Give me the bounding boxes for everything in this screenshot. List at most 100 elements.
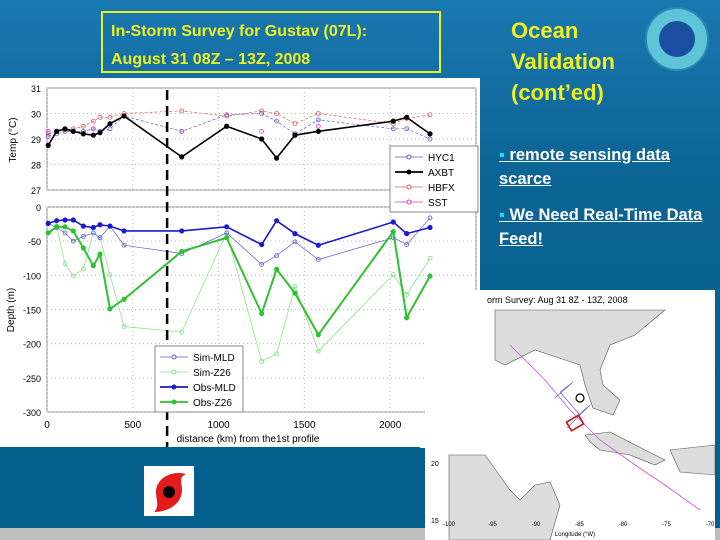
data-point-obs-mld [90,224,96,231]
data-point-axbt [80,131,86,137]
x-tick-label: 0 [44,420,50,431]
data-point-sim-mld [121,242,127,248]
data-point-sim-mld [427,215,433,221]
bullet-text: We Need Real-Time Data Feed! [499,206,703,248]
data-point-obs-mld [70,217,76,223]
section-title-line: (cont’ed) [511,80,604,105]
data-point-axbt [224,123,230,129]
legend-marker [171,354,177,360]
data-point-axbt [97,130,103,136]
data-point-axbt [179,154,185,160]
temp-axis-label: Temp (°C) [8,117,19,162]
legend-marker [171,384,177,390]
data-point-obs-z26 [121,296,127,302]
data-point-axbt [70,128,76,134]
data-point-hbfx [315,111,321,116]
data-point-sim-z26 [292,283,298,289]
map-x-tick: -70 [706,522,715,528]
data-point-hyc1 [427,136,433,142]
y-tick-label: 28 [31,161,41,171]
legend-label: HYC1 [428,153,455,164]
legend-label: Obs-Z26 [193,398,232,409]
series-line-sim-z26 [47,225,431,362]
depth-axis-label: Depth (m) [6,288,17,332]
data-point-axbt [62,126,68,132]
data-point-hbfx [97,114,103,120]
data-point-hbfx [427,112,433,118]
data-point-hbfx [224,113,230,119]
data-point-sst [179,128,185,134]
data-point-obs-z26 [274,266,280,272]
data-point-axbt [292,132,298,138]
legend-marker [406,169,412,175]
data-point-sim-z26 [70,273,76,279]
data-point-obs-mld [45,220,51,226]
slide-title-box: In-Storm Survey for Gustav (07L): August… [101,11,441,73]
data-point-obs-mld [404,231,410,237]
data-point-sim-z26 [80,266,86,272]
data-point-sim-z26 [179,329,185,335]
data-point-axbt [54,128,60,134]
slide-title-line2: August 31 08Z – 13Z, 2008 [111,51,311,68]
map-title: orm Survey: Aug 31 8Z - 13Z, 2008 [487,295,628,305]
data-point-obs-z26 [107,306,113,312]
legend-label: Sim-Z26 [193,368,231,379]
data-point-axbt [107,121,113,127]
data-point-sim-mld [274,253,280,258]
data-point-axbt [274,155,280,161]
data-point-obs-z26 [427,273,433,279]
bullet-list: ▪ remote sensing data scarce ▪ We Need R… [499,143,719,263]
x-tick-label: 1500 [293,420,316,431]
data-point-obs-z26 [97,251,103,257]
hurricane-icon [144,466,194,516]
data-point-obs-z26 [45,230,51,236]
land-mexico [448,454,561,540]
legend-label: Obs-MLD [193,383,236,394]
data-point-sim-mld [259,261,265,267]
data-point-obs-z26 [80,245,86,251]
data-point-sim-mld [80,233,86,239]
data-point-obs-mld [274,218,280,224]
legend-marker [171,369,177,375]
data-point-sst [90,126,96,132]
land-hispaniola [669,444,715,476]
data-point-obs-z26 [62,224,68,230]
data-point-obs-mld [224,224,230,230]
data-point-axbt [45,142,51,148]
data-point-obs-z26 [179,248,185,255]
x-tick-label: 1000 [207,420,230,431]
y-tick-label: -100 [23,271,41,281]
data-point-hyc1 [404,126,410,132]
data-point-sim-mld [315,257,321,263]
bottom-strip [0,447,420,529]
data-point-sim-z26 [121,324,127,329]
data-point-obs-mld [315,242,321,248]
y-tick-label: 30 [31,110,41,120]
data-point-obs-z26 [90,263,96,269]
data-point-sim-z26 [107,272,113,278]
data-point-obs-mld [179,228,185,234]
storm-track [509,344,701,511]
y-tick-label: 31 [31,84,41,94]
legend-label: SST [428,198,447,209]
data-point-obs-mld [427,224,433,231]
map-x-tick: -95 [488,522,497,528]
data-point-hbfx [274,111,280,116]
legend-marker [406,184,412,190]
y-tick-label: 0 [36,203,41,213]
map-x-tick: -90 [532,522,541,528]
data-point-sim-mld [97,235,103,241]
data-point-hbfx [292,121,298,127]
data-point-sim-z26 [62,261,68,267]
data-point-sim-mld [90,230,96,236]
data-point-axbt [390,118,396,124]
data-point-sim-z26 [390,272,396,278]
data-point-hbfx [90,118,96,124]
data-point-obs-mld [292,231,298,237]
legend-marker [406,154,412,160]
data-point-obs-z26 [70,228,76,234]
data-point-hyc1 [259,111,265,116]
data-point-obs-z26 [390,228,396,235]
data-point-hbfx [45,131,51,137]
legend-marker [171,399,177,405]
